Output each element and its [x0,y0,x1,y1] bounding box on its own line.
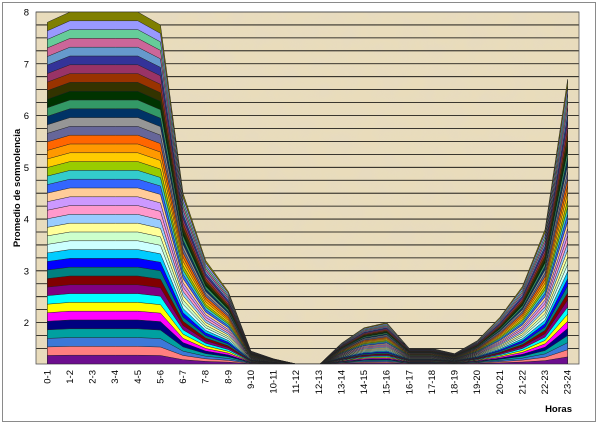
y-axis-label: Promedio de somnolencia [12,128,23,247]
x-tick-label: 5-6 [155,370,166,384]
x-tick-label: 7-8 [201,370,212,384]
x-tick-label: 23-24 [563,370,574,394]
x-tick-label: 3-4 [110,370,121,384]
x-tick-label: 19-20 [472,370,483,394]
y-tick-label: 6 [24,111,29,122]
x-tick-label: 13-14 [336,370,347,394]
x-axis-ticks: 0-1 1-2 2-3 3-4 4-5 5-6 6-7 7-8 8-9 9-10 10-11 11-1… [42,370,573,394]
x-axis-label: Horas [545,404,572,415]
x-tick-label: 8-9 [223,370,234,384]
y-tick-label: 5 [24,163,29,174]
x-tick-label: 18-19 [450,370,461,394]
x-tick-label: 2-3 [88,370,99,384]
y-tick-label: 3 [24,266,29,277]
x-tick-label: 9-10 [246,370,257,389]
y-tick-label: 8 [24,8,29,19]
y-axis-ticks: 2 3 4 5 6 7 8 [24,8,29,330]
y-tick-label: 4 [24,215,29,226]
x-tick-label: 6-7 [178,370,189,384]
x-tick-label: 22-23 [540,370,551,394]
x-tick-label: 17-18 [427,370,438,394]
x-tick-label: 20-21 [495,370,506,394]
x-tick-label: 1-2 [65,370,76,384]
area-series [47,12,568,364]
x-tick-label: 14-15 [359,370,370,394]
x-tick-label: 12-13 [314,370,325,394]
area-series-1 [47,354,568,364]
x-tick-label: 0-1 [42,370,53,384]
y-tick-label: 2 [24,318,29,329]
x-tick-label: 15-16 [382,370,393,394]
y-tick-label: 7 [24,59,29,70]
x-tick-label: 11-12 [291,370,302,394]
x-tick-label: 10-11 [269,370,280,394]
x-tick-label: 4-5 [133,370,144,384]
x-tick-label: 21-22 [517,370,528,394]
x-tick-label: 16-17 [404,370,415,394]
